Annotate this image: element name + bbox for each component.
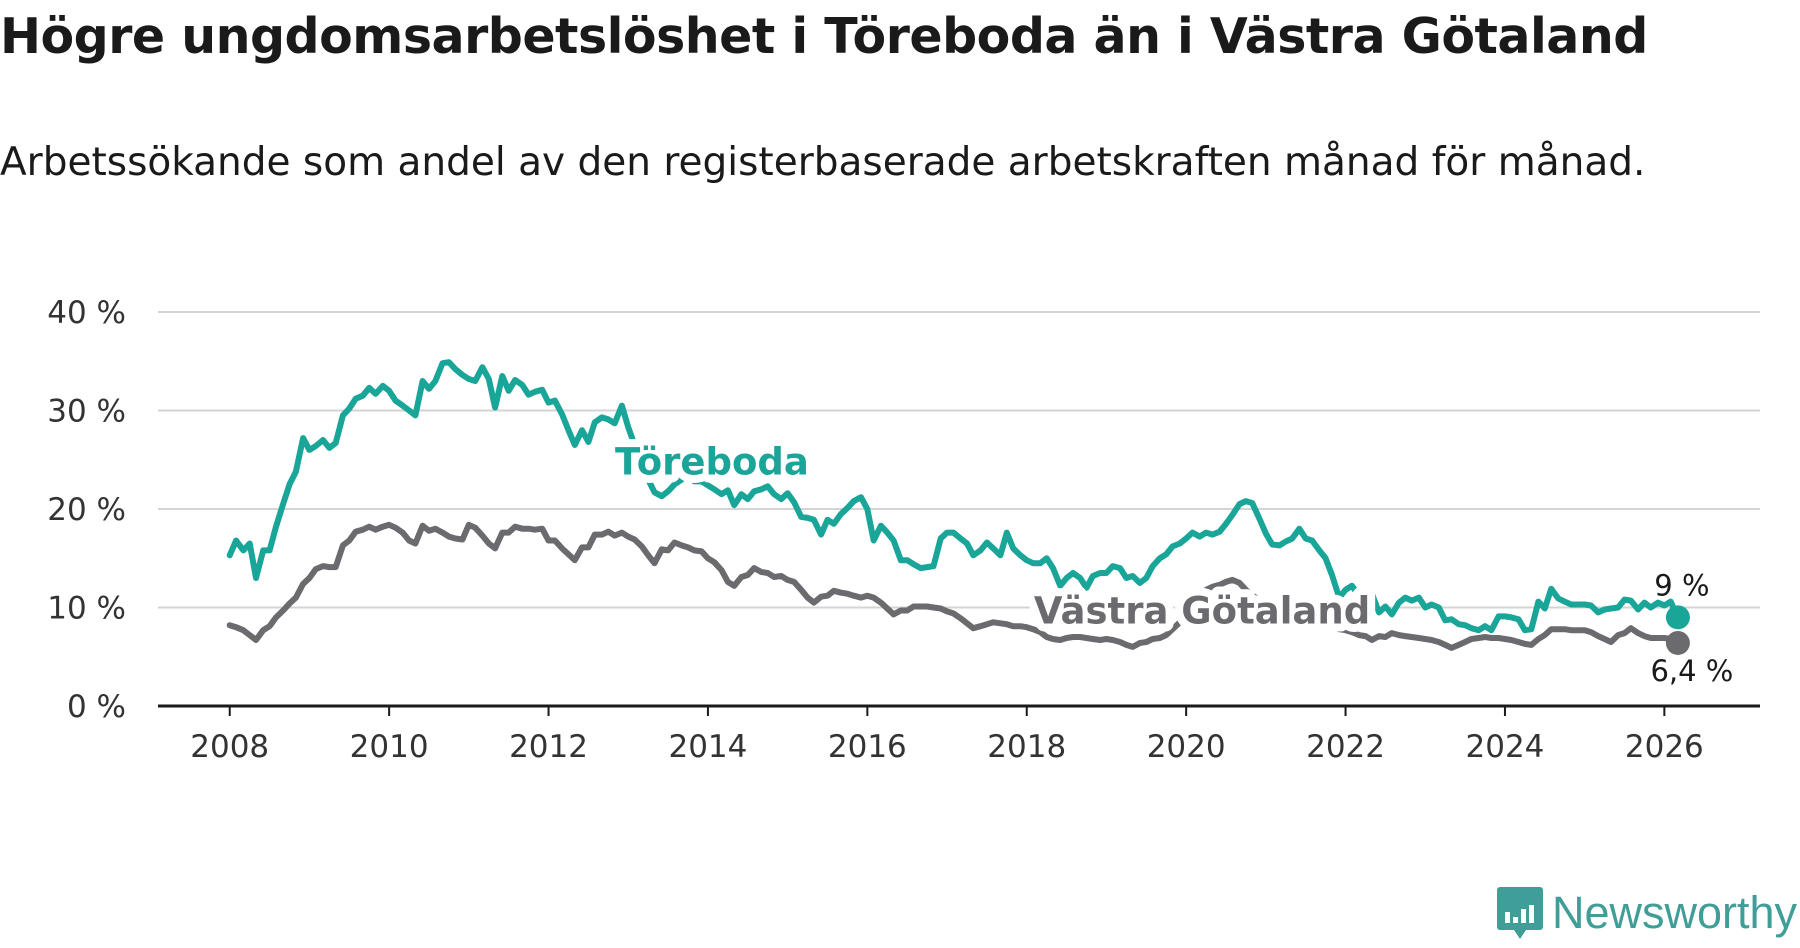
chart-subtitle: Arbetssökande som andel av den registerb…	[0, 140, 1646, 185]
x-tick-label: 2024	[1466, 729, 1545, 765]
chart-title: Högre ungdomsarbetslöshet i Töreboda än …	[0, 8, 1648, 65]
x-tick-label: 2016	[828, 729, 907, 765]
series-label: Västra Götaland	[1034, 589, 1370, 632]
x-tick-label: 2008	[190, 729, 269, 765]
y-tick-label: 40 %	[47, 295, 126, 331]
brand-name: Newsworthy	[1552, 887, 1798, 938]
x-tick-label: 2018	[987, 729, 1066, 765]
x-tick-label: 2026	[1625, 729, 1704, 765]
newsworthy-logo-icon	[1497, 887, 1543, 939]
x-tick-label: 2022	[1306, 729, 1385, 765]
series-label: Töreboda	[615, 441, 809, 484]
y-tick-label: 30 %	[47, 394, 126, 430]
y-tick-label: 20 %	[47, 492, 126, 528]
y-tick-label: 10 %	[47, 591, 126, 627]
end-point-marker	[1665, 630, 1690, 655]
x-tick-label: 2020	[1147, 729, 1226, 765]
series-line-v-stra-g-taland	[226, 521, 1681, 651]
end-point-marker	[1665, 605, 1690, 630]
end-value-label: 9 %	[1654, 568, 1709, 602]
x-tick-label: 2012	[509, 729, 588, 765]
series-line-t-reboda	[226, 359, 1681, 634]
x-tick-label: 2014	[668, 729, 747, 765]
y-tick-label: 0 %	[67, 689, 126, 725]
end-value-label: 6,4 %	[1650, 654, 1733, 688]
brand-logo[interactable]: Newsworthy	[1496, 885, 1797, 941]
x-tick-label: 2010	[350, 729, 429, 765]
